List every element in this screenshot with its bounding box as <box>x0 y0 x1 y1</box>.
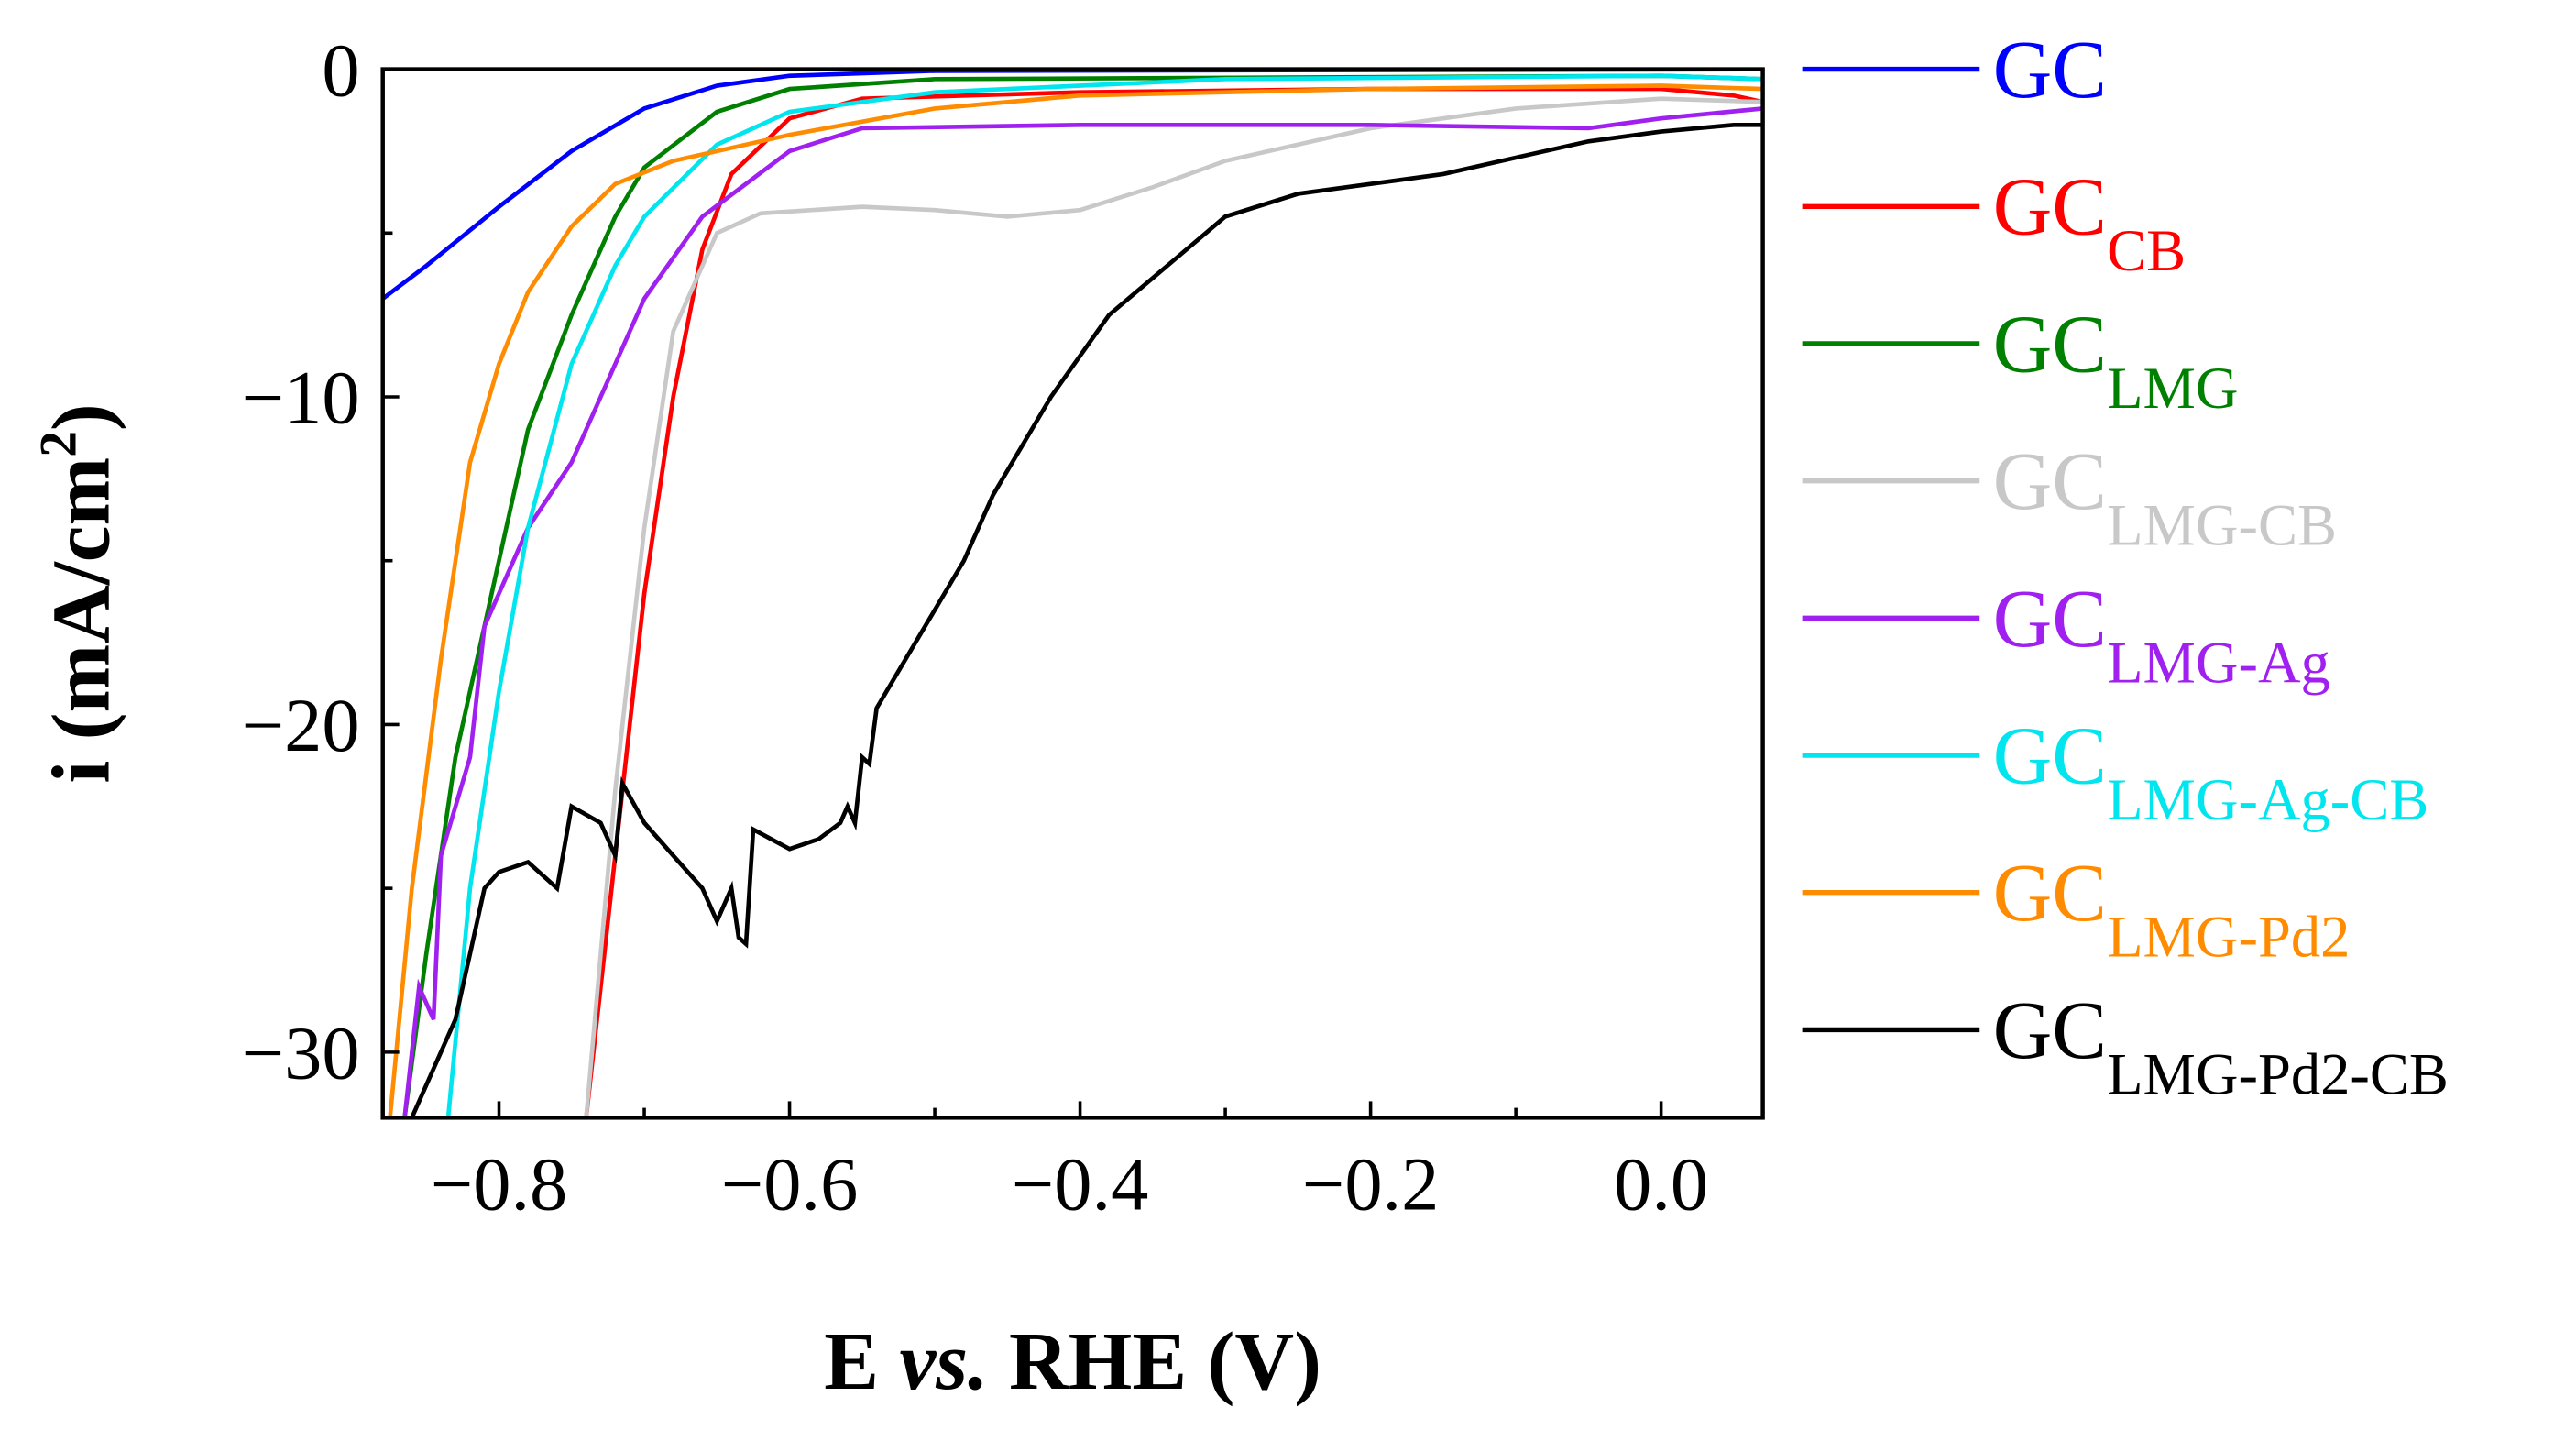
x-tick-label: 0.0 <box>1614 1143 1708 1226</box>
x-tick-label: −0.8 <box>431 1143 568 1226</box>
series-line-3 <box>584 96 1763 1118</box>
y-axis-label: i (mA/cm2) <box>29 403 126 783</box>
series-layer <box>382 69 1763 1118</box>
legend-item-6: GCLMG-Pd2 <box>1802 848 2351 970</box>
legend-label: GCLMG <box>1993 299 2239 420</box>
y-tick-label: −30 <box>242 1012 360 1095</box>
series-line-6 <box>388 83 1763 1118</box>
legend: GC GCCB GCLMG GCLMG-CB GCLMG-Ag GCLMG-Ag-CB GC… <box>1802 25 2449 1106</box>
legend-label: GCLMG-Ag-CB <box>1993 711 2429 832</box>
legend-label: GCLMG-Pd2-CB <box>1993 985 2449 1106</box>
y-tick-label: −10 <box>242 357 360 440</box>
legend-item-3: GCLMG-CB <box>1802 436 2337 558</box>
legend-item-5: GCLMG-Ag-CB <box>1802 711 2429 832</box>
legend-label: GCLMG-Pd2 <box>1993 848 2351 969</box>
legend-item-7: GCLMG-Pd2-CB <box>1802 985 2449 1106</box>
y-tick-label: −20 <box>242 684 360 767</box>
legend-item-2: GCLMG <box>1802 299 2239 421</box>
x-tick-label: −0.4 <box>1012 1143 1149 1226</box>
legend-item-0: GC <box>1802 25 2108 115</box>
series-line-4 <box>402 106 1763 1118</box>
x-axis-label: E vs. RHE (V) <box>824 1316 1321 1407</box>
series-line-2 <box>402 73 1763 1118</box>
y-axis: 0 −10 −20 −30 <box>242 28 400 1095</box>
legend-label: GCLMG-Ag <box>1993 574 2330 695</box>
legend-label: GCLMG-CB <box>1993 436 2337 557</box>
x-tick-label: −0.2 <box>1302 1143 1440 1226</box>
legend-item-4: GCLMG-Ag <box>1802 574 2330 695</box>
y-tick-label: 0 <box>322 28 359 112</box>
series-line-7 <box>410 123 1763 1118</box>
plot-frame <box>380 67 1765 1120</box>
series-line-5 <box>445 73 1763 1118</box>
series-line-1 <box>584 86 1763 1118</box>
x-axis: −0.8 −0.6 −0.4 −0.2 0.0 <box>431 1101 1708 1226</box>
legend-label: GC <box>1993 25 2108 115</box>
x-tick-label: −0.6 <box>721 1143 859 1226</box>
legend-item-1: GCCB <box>1802 162 2187 283</box>
legend-label: GCCB <box>1993 162 2187 283</box>
series-line-0 <box>382 69 1763 301</box>
